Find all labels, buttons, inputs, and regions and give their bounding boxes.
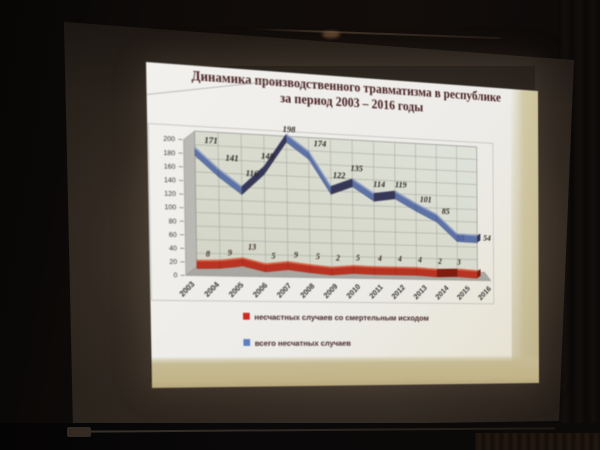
- svg-text:2015: 2015: [455, 284, 472, 302]
- svg-text:3: 3: [456, 258, 461, 267]
- svg-text:всего несчатных случаев: всего несчатных случаев: [255, 338, 351, 347]
- svg-text:2012: 2012: [390, 282, 407, 300]
- svg-text:2003: 2003: [177, 279, 196, 298]
- svg-text:122: 122: [333, 170, 346, 181]
- svg-text:198: 198: [283, 124, 296, 135]
- svg-text:60: 60: [169, 230, 177, 239]
- svg-text:2005: 2005: [227, 280, 246, 299]
- svg-text:160: 160: [164, 162, 176, 171]
- svg-text:9: 9: [228, 248, 233, 258]
- svg-text:85: 85: [442, 207, 450, 217]
- svg-text:2: 2: [335, 253, 340, 262]
- svg-text:135: 135: [350, 164, 363, 175]
- svg-text:148: 148: [261, 151, 274, 162]
- svg-text:141: 141: [225, 153, 238, 164]
- svg-text:0: 0: [173, 271, 177, 280]
- svg-text:5: 5: [316, 252, 321, 261]
- svg-text:114: 114: [373, 180, 385, 191]
- svg-text:55: 55: [457, 233, 465, 243]
- svg-text:2010: 2010: [345, 282, 363, 301]
- svg-text:5: 5: [356, 253, 360, 262]
- svg-text:2009: 2009: [322, 281, 340, 300]
- svg-text:140: 140: [164, 175, 176, 184]
- svg-text:4: 4: [377, 253, 382, 262]
- svg-text:4: 4: [417, 255, 422, 264]
- svg-text:несчастных случаев со смертель: несчастных случаев со смертельным исходо…: [254, 312, 429, 322]
- svg-text:2011: 2011: [367, 282, 384, 300]
- svg-text:119: 119: [395, 180, 407, 190]
- svg-text:200: 200: [163, 134, 175, 143]
- svg-text:2: 2: [437, 257, 442, 266]
- svg-text:100: 100: [164, 203, 176, 212]
- svg-text:54: 54: [483, 234, 491, 244]
- svg-text:2008: 2008: [298, 281, 316, 300]
- svg-text:2014: 2014: [434, 283, 451, 301]
- svg-text:116: 116: [246, 168, 259, 179]
- svg-text:80: 80: [169, 216, 177, 225]
- svg-text:101: 101: [420, 195, 432, 205]
- svg-text:40: 40: [169, 244, 177, 253]
- svg-text:174: 174: [314, 139, 327, 150]
- svg-text:8: 8: [206, 249, 211, 259]
- svg-text:2004: 2004: [202, 279, 221, 298]
- svg-text:5: 5: [271, 251, 276, 260]
- svg-text:120: 120: [164, 189, 176, 198]
- svg-text:2006: 2006: [251, 280, 270, 299]
- svg-text:9: 9: [294, 250, 299, 259]
- svg-text:13: 13: [248, 242, 257, 252]
- svg-text:2016: 2016: [476, 284, 492, 302]
- svg-text:1: 1: [477, 270, 481, 279]
- svg-text:2013: 2013: [412, 283, 429, 301]
- svg-text:180: 180: [163, 148, 175, 157]
- svg-text:2007: 2007: [275, 281, 293, 300]
- svg-text:171: 171: [204, 135, 218, 146]
- svg-text:4: 4: [397, 254, 402, 263]
- svg-text:20: 20: [169, 257, 177, 266]
